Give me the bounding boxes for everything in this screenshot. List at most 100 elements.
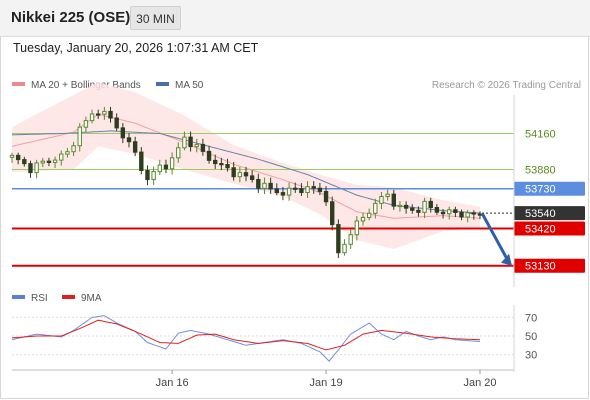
rsi-tick-label: 30 — [525, 350, 537, 362]
candle-body — [22, 159, 27, 165]
candle-body — [65, 151, 70, 155]
candle-body — [237, 172, 243, 178]
copyright-notice: Research © 2026 Trading Central — [431, 80, 581, 91]
candle-body — [52, 159, 58, 163]
x-tick-label: Jan 16 — [156, 377, 189, 389]
level-label-54160: 54160 — [525, 129, 556, 141]
rsi-9ma-line — [11, 319, 481, 351]
candle-body — [311, 186, 316, 189]
level-tag-53420 — [514, 221, 585, 236]
candle-body — [440, 211, 446, 215]
candle-body — [219, 163, 224, 166]
candle-body — [317, 187, 323, 192]
bollinger-band-area — [12, 82, 480, 250]
candle-body — [249, 175, 255, 180]
level-label-53130: 53130 — [525, 261, 556, 273]
candle-body — [274, 188, 279, 194]
candle-body — [77, 126, 82, 147]
candle-body — [286, 187, 292, 196]
legend-9ma-label: 9MA — [81, 293, 102, 304]
candle-body — [391, 193, 396, 207]
candle-body — [145, 169, 150, 181]
candle-body — [169, 157, 175, 170]
candle-body — [397, 204, 403, 208]
forecast-arrow-shaft — [480, 212, 510, 262]
candle-body — [89, 113, 95, 122]
candle-body — [132, 141, 138, 153]
candle-body — [108, 110, 113, 119]
x-tick-label: Jan 19 — [310, 377, 343, 389]
candle-body — [434, 207, 440, 213]
candle-body — [471, 212, 477, 215]
level-tag-53730 — [514, 181, 585, 196]
rsi-swatch — [12, 295, 25, 300]
candle-body — [360, 216, 366, 222]
candle-body — [428, 200, 433, 209]
candle-body — [96, 113, 101, 116]
candle-body — [336, 224, 341, 254]
candle-body — [83, 120, 89, 128]
candle-body — [447, 209, 452, 215]
candle-body — [120, 127, 126, 139]
candle-body — [243, 172, 249, 177]
candle-body — [379, 195, 384, 204]
x-tick-label: Jan 20 — [463, 377, 496, 389]
candle-body — [28, 163, 33, 174]
rsi-line — [11, 315, 481, 362]
candle-body — [71, 145, 76, 153]
candle-body — [268, 182, 273, 190]
candle-body — [213, 159, 218, 165]
candle-body — [102, 110, 107, 115]
instrument-title: Nikkei 225 (OSE) — [11, 9, 131, 26]
candle-body — [9, 154, 15, 158]
ma50-swatch — [156, 82, 169, 87]
candle-body — [200, 143, 206, 152]
candle-body — [34, 162, 39, 174]
legend-ma20-label: MA 20 + Bollinger Bands — [31, 80, 141, 91]
level-tag-53130 — [514, 258, 585, 273]
candle-body — [225, 164, 230, 169]
forecast-arrow-head — [501, 253, 512, 266]
candle-body — [206, 150, 212, 161]
candle-body — [403, 204, 409, 209]
9ma-swatch — [62, 295, 75, 300]
candle-body — [151, 171, 156, 181]
legend-rsi-label: RSI — [31, 293, 48, 304]
candle-body — [293, 187, 298, 190]
rsi-tick-label: 50 — [525, 331, 537, 343]
candle-body — [176, 147, 181, 159]
candle-body — [15, 154, 21, 161]
candle-body — [459, 211, 464, 218]
candle-body — [188, 136, 193, 148]
candle-body — [416, 209, 421, 213]
candle-body — [323, 190, 329, 203]
legend-rsi: RSI — [12, 293, 48, 304]
legend-ma50: MA 50 — [156, 80, 203, 91]
candle-body — [262, 182, 267, 189]
timeframe-badge[interactable]: 30 MIN — [130, 6, 181, 30]
level-label-53420: 53420 — [525, 224, 556, 236]
ma20-swatch — [12, 82, 25, 87]
candle-body — [40, 160, 45, 164]
candle-body — [385, 193, 390, 197]
candle-body — [330, 201, 335, 226]
candle-body — [114, 117, 119, 129]
candle-body — [354, 220, 360, 236]
level-label-53880: 53880 — [525, 164, 556, 176]
candle-body — [46, 160, 52, 163]
candle-body — [422, 200, 427, 213]
candle-body — [305, 186, 310, 194]
candle-body — [366, 212, 372, 218]
level-tag-53540 — [514, 206, 585, 221]
candle-body — [231, 167, 236, 178]
candle-body — [256, 178, 261, 189]
candle-body — [410, 207, 415, 211]
level-label-53540: 53540 — [525, 208, 556, 220]
candle-body — [348, 234, 353, 245]
candle-body — [59, 153, 64, 161]
candle-body — [157, 164, 162, 173]
candle-body — [373, 202, 378, 214]
rsi-tick-label: 70 — [525, 312, 537, 324]
candle-body — [453, 209, 458, 213]
